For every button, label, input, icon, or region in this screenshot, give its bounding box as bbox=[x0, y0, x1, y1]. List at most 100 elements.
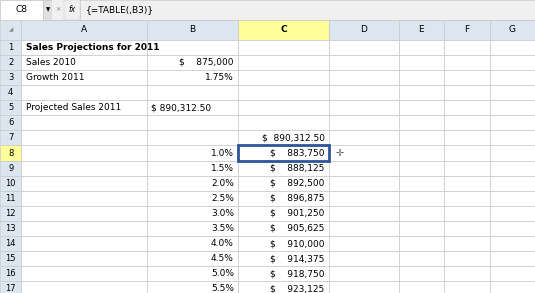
Bar bbox=[0, 0, 43, 20]
Text: 10: 10 bbox=[5, 179, 16, 188]
Text: E: E bbox=[418, 25, 424, 34]
Bar bbox=[21, 236, 147, 251]
Text: ◢: ◢ bbox=[9, 27, 13, 33]
Bar bbox=[444, 176, 490, 191]
Bar bbox=[0, 40, 21, 55]
Bar bbox=[238, 251, 329, 266]
Bar bbox=[0, 85, 21, 100]
Bar bbox=[444, 20, 490, 40]
Bar bbox=[0, 191, 21, 206]
Bar bbox=[0, 115, 21, 130]
Bar bbox=[21, 176, 147, 191]
Bar bbox=[399, 221, 444, 236]
Text: 5: 5 bbox=[8, 103, 13, 112]
Bar bbox=[329, 206, 399, 221]
Text: $    896,875: $ 896,875 bbox=[270, 194, 325, 203]
Bar bbox=[43, 0, 52, 20]
Bar bbox=[0, 206, 21, 221]
Text: B: B bbox=[189, 25, 196, 34]
Text: 5.0%: 5.0% bbox=[211, 269, 234, 278]
Bar bbox=[238, 40, 329, 55]
Text: 2: 2 bbox=[8, 58, 13, 67]
Text: 16: 16 bbox=[5, 269, 16, 278]
Text: C8: C8 bbox=[16, 6, 27, 14]
Bar bbox=[147, 40, 238, 55]
Bar bbox=[490, 55, 535, 70]
Text: $ 890,312.50: $ 890,312.50 bbox=[151, 103, 211, 112]
Bar bbox=[490, 130, 535, 146]
Text: C: C bbox=[280, 25, 287, 34]
Bar bbox=[238, 161, 329, 176]
Text: 1.75%: 1.75% bbox=[205, 73, 234, 82]
Text: 3.0%: 3.0% bbox=[211, 209, 234, 218]
Text: $    901,250: $ 901,250 bbox=[270, 209, 325, 218]
Bar bbox=[329, 100, 399, 115]
Bar bbox=[147, 161, 238, 176]
Text: $    910,000: $ 910,000 bbox=[270, 239, 325, 248]
Bar bbox=[490, 85, 535, 100]
Text: Sales Projections for 2011: Sales Projections for 2011 bbox=[26, 43, 159, 52]
Text: 4: 4 bbox=[8, 88, 13, 97]
Text: Growth 2011: Growth 2011 bbox=[26, 73, 84, 82]
Bar bbox=[238, 70, 329, 85]
Bar bbox=[444, 281, 490, 293]
Bar bbox=[329, 85, 399, 100]
Bar bbox=[238, 146, 329, 161]
Bar bbox=[490, 206, 535, 221]
Bar bbox=[0, 20, 21, 40]
Bar bbox=[490, 236, 535, 251]
Bar bbox=[147, 20, 238, 40]
Text: 1.0%: 1.0% bbox=[211, 149, 234, 158]
Text: fx: fx bbox=[68, 6, 76, 14]
Text: ✕: ✕ bbox=[56, 7, 61, 13]
Bar bbox=[0, 161, 21, 176]
Bar bbox=[21, 85, 147, 100]
Bar bbox=[444, 236, 490, 251]
Bar bbox=[238, 100, 329, 115]
Bar bbox=[444, 115, 490, 130]
Text: $    923,125: $ 923,125 bbox=[271, 284, 325, 293]
Text: 15: 15 bbox=[5, 254, 16, 263]
Bar bbox=[444, 146, 490, 161]
Text: 1: 1 bbox=[8, 43, 13, 52]
Text: 7: 7 bbox=[8, 133, 13, 142]
Bar bbox=[147, 85, 238, 100]
Bar bbox=[399, 100, 444, 115]
Bar bbox=[21, 130, 147, 146]
Bar bbox=[147, 281, 238, 293]
Bar bbox=[64, 0, 80, 20]
Bar bbox=[238, 176, 329, 191]
Bar bbox=[329, 55, 399, 70]
Bar bbox=[399, 206, 444, 221]
Text: $    888,125: $ 888,125 bbox=[270, 163, 325, 173]
Text: 4.0%: 4.0% bbox=[211, 239, 234, 248]
Bar bbox=[444, 206, 490, 221]
Bar bbox=[238, 281, 329, 293]
Bar bbox=[238, 115, 329, 130]
Bar bbox=[490, 251, 535, 266]
Text: $    883,750: $ 883,750 bbox=[270, 149, 325, 158]
Bar bbox=[329, 146, 399, 161]
Text: 3.5%: 3.5% bbox=[211, 224, 234, 233]
Bar bbox=[0, 55, 21, 70]
Bar bbox=[238, 85, 329, 100]
Bar bbox=[490, 146, 535, 161]
Bar bbox=[0, 0, 535, 20]
Text: D: D bbox=[361, 25, 367, 34]
Text: {=TABLE(,B3)}: {=TABLE(,B3)} bbox=[86, 6, 154, 14]
Bar bbox=[21, 100, 147, 115]
Text: 17: 17 bbox=[5, 284, 16, 293]
Text: F: F bbox=[464, 25, 469, 34]
Bar bbox=[0, 176, 21, 191]
Text: 3: 3 bbox=[8, 73, 13, 82]
Text: 6: 6 bbox=[8, 118, 13, 127]
Bar bbox=[147, 70, 238, 85]
Bar bbox=[0, 146, 21, 161]
Bar bbox=[329, 161, 399, 176]
Bar bbox=[0, 236, 21, 251]
Text: 11: 11 bbox=[5, 194, 16, 203]
Text: 2.0%: 2.0% bbox=[211, 179, 234, 188]
Bar bbox=[147, 176, 238, 191]
Bar bbox=[21, 206, 147, 221]
Bar bbox=[444, 40, 490, 55]
